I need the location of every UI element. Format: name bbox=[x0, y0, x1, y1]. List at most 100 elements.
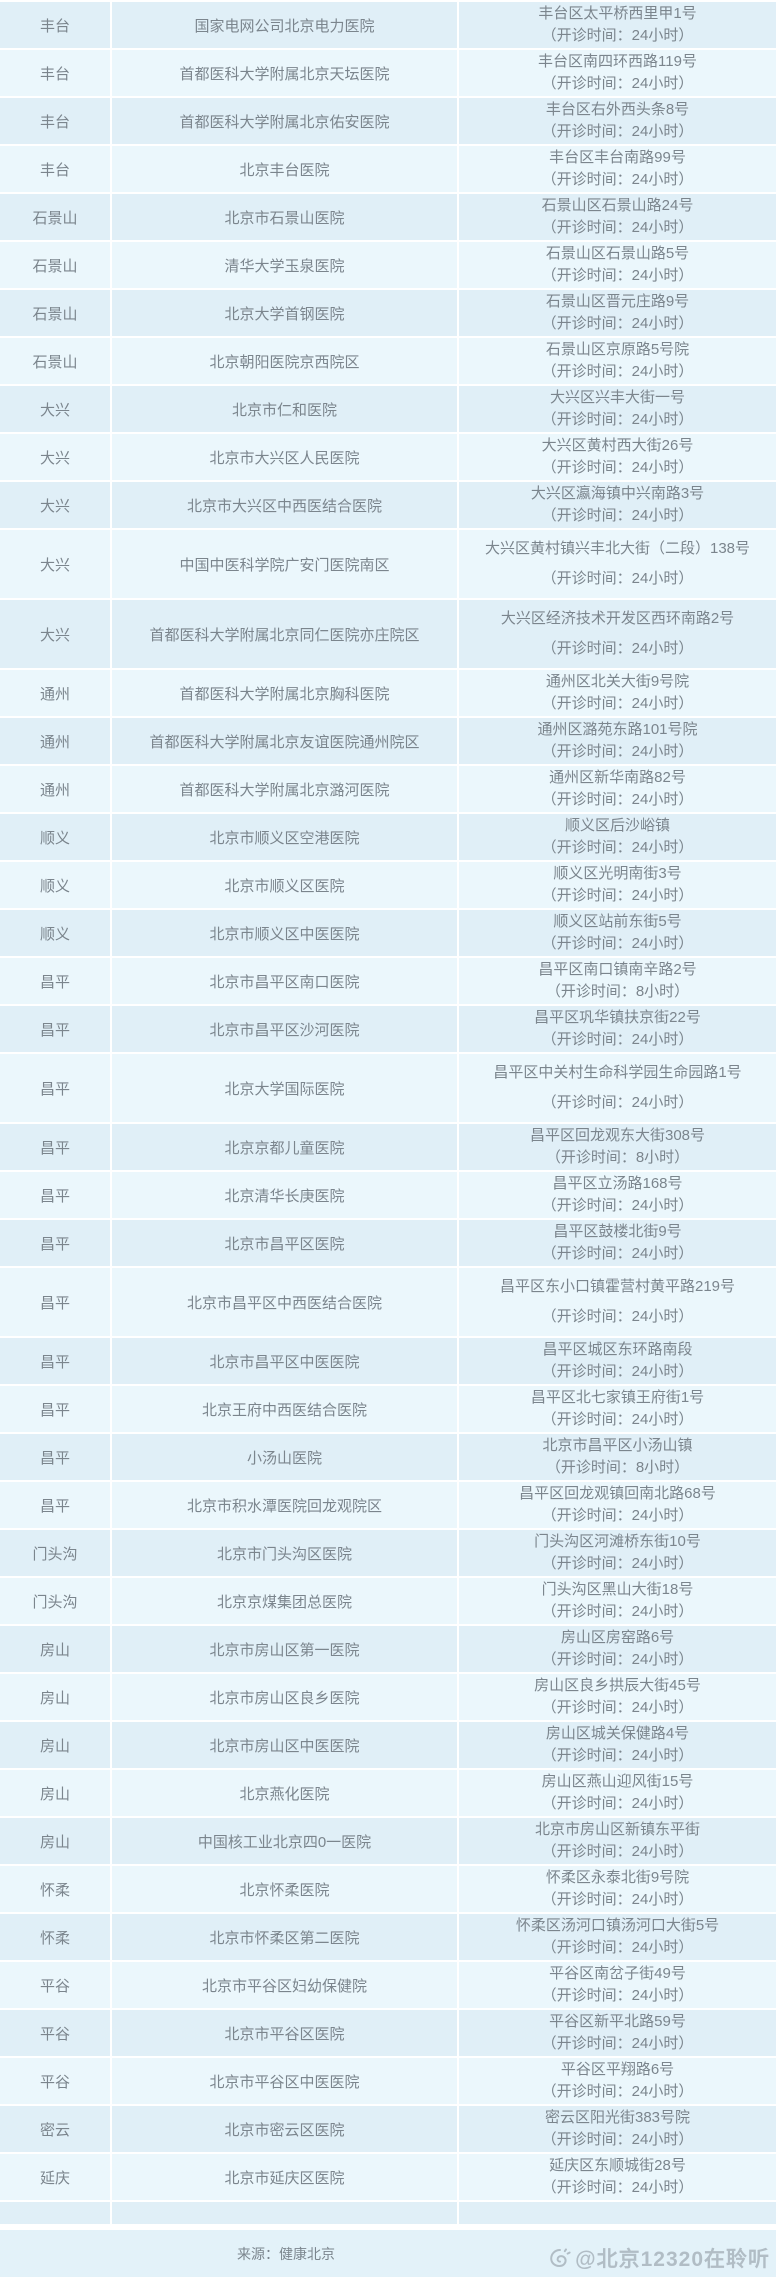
address-cell: 昌平区东小口镇霍营村黄平路219号 （开诊时间：24小时） bbox=[459, 1268, 776, 1336]
district-cell: 昌平 bbox=[0, 1268, 110, 1336]
address-cell: 大兴区黄村西大街26号 （开诊时间：24小时） bbox=[459, 434, 776, 480]
hospital-cell: 北京市平谷区中医医院 bbox=[112, 2058, 457, 2104]
hospital-cell: 北京市昌平区中医医院 bbox=[112, 1338, 457, 1384]
table-row: 丰台 首都医科大学附属北京天坛医院 丰台区南四环西路119号 （开诊时间：24小… bbox=[0, 50, 776, 96]
table-row: 密云 北京市密云区医院 密云区阳光街383号院 （开诊时间：24小时） bbox=[0, 2106, 776, 2152]
address-cell: 丰台区右外西头条8号 （开诊时间：24小时） bbox=[459, 98, 776, 144]
hospital-cell bbox=[112, 2202, 457, 2224]
address-cell: 北京市昌平区小汤山镇 （开诊时间：8小时） bbox=[459, 1434, 776, 1480]
hours-line: （开诊时间：24小时） bbox=[541, 1891, 694, 1908]
hospital-cell: 首都医科大学附属北京潞河医院 bbox=[112, 766, 457, 812]
district-cell: 昌平 bbox=[0, 1338, 110, 1384]
address-line: 房山区城关保健路4号 bbox=[545, 1725, 690, 1742]
address-cell: 昌平区北七家镇王府街1号 （开诊时间：24小时） bbox=[459, 1386, 776, 1432]
hours-line: （开诊时间：24小时） bbox=[541, 411, 694, 428]
table-row: 怀柔 北京市怀柔区第二医院 怀柔区汤河口镇汤河口大街5号 （开诊时间：24小时） bbox=[0, 1914, 776, 1960]
district-cell: 顺义 bbox=[0, 862, 110, 908]
table-row: 大兴 北京市大兴区人民医院 大兴区黄村西大街26号 （开诊时间：24小时） bbox=[0, 434, 776, 480]
hospital-cell: 北京市昌平区南口医院 bbox=[112, 958, 457, 1004]
table-row: 石景山 北京市石景山医院 石景山区石景山路24号 （开诊时间：24小时） bbox=[0, 194, 776, 240]
address-cell: 昌平区巩华镇扶京街22号 （开诊时间：24小时） bbox=[459, 1006, 776, 1052]
district-cell: 延庆 bbox=[0, 2154, 110, 2200]
address-line: 昌平区城区东环路南段 bbox=[542, 1341, 693, 1358]
address-line: 平谷区南岔子街49号 bbox=[549, 1965, 686, 1982]
hospital-cell: 中国中医科学院广安门医院南区 bbox=[112, 530, 457, 598]
hospital-cell: 北京京都儿童医院 bbox=[112, 1124, 457, 1170]
table-row: 通州 首都医科大学附属北京友谊医院通州院区 通州区潞苑东路101号院 （开诊时间… bbox=[0, 718, 776, 764]
hours-line: （开诊时间：24小时） bbox=[541, 1507, 694, 1524]
hospital-cell: 国家电网公司北京电力医院 bbox=[112, 2, 457, 48]
address-line: 门头沟区河滩桥东街10号 bbox=[534, 1533, 701, 1550]
address-cell: 大兴区瀛海镇中兴南路3号 （开诊时间：24小时） bbox=[459, 482, 776, 528]
table-row: 昌平 北京京都儿童医院 昌平区回龙观东大街308号 （开诊时间：8小时） bbox=[0, 1124, 776, 1170]
address-line: 通州区潞苑东路101号院 bbox=[537, 721, 698, 738]
district-cell: 房山 bbox=[0, 1626, 110, 1672]
district-cell: 密云 bbox=[0, 2106, 110, 2152]
hospital-cell: 清华大学玉泉医院 bbox=[112, 242, 457, 288]
district-cell: 昌平 bbox=[0, 1006, 110, 1052]
address-cell: 通州区新华南路82号 （开诊时间：24小时） bbox=[459, 766, 776, 812]
address-cell: 顺义区光明南街3号 （开诊时间：24小时） bbox=[459, 862, 776, 908]
district-cell: 昌平 bbox=[0, 958, 110, 1004]
district-cell: 房山 bbox=[0, 1770, 110, 1816]
table-row: 丰台 首都医科大学附属北京佑安医院 丰台区右外西头条8号 （开诊时间：24小时） bbox=[0, 98, 776, 144]
district-cell: 丰台 bbox=[0, 98, 110, 144]
hospital-cell: 北京王府中西医结合医院 bbox=[112, 1386, 457, 1432]
address-cell: 昌平区回龙观镇回南北路68号 （开诊时间：24小时） bbox=[459, 1482, 776, 1528]
hospital-cell: 北京怀柔医院 bbox=[112, 1866, 457, 1912]
table-row: 通州 首都医科大学附属北京潞河医院 通州区新华南路82号 （开诊时间：24小时） bbox=[0, 766, 776, 812]
hours-line: （开诊时间：24小时） bbox=[541, 1411, 694, 1428]
hospital-cell: 北京市顺义区空港医院 bbox=[112, 814, 457, 860]
table-row: 房山 北京市房山区中医医院 房山区城关保健路4号 （开诊时间：24小时） bbox=[0, 1722, 776, 1768]
address-cell: 丰台区太平桥西里甲1号 （开诊时间：24小时） bbox=[459, 2, 776, 48]
address-line: 北京市房山区新镇东平街 bbox=[534, 1821, 700, 1838]
hours-line: （开诊时间：24小时） bbox=[541, 569, 694, 587]
address-cell: 房山区良乡拱辰大街45号 （开诊时间：24小时） bbox=[459, 1674, 776, 1720]
hours-line: （开诊时间：24小时） bbox=[541, 839, 694, 856]
district-cell: 大兴 bbox=[0, 530, 110, 598]
hours-line: （开诊时间：24小时） bbox=[541, 1245, 694, 1262]
address-line: 房山区良乡拱辰大街45号 bbox=[534, 1677, 701, 1694]
hours-line: （开诊时间：24小时） bbox=[541, 75, 694, 92]
hours-line: （开诊时间：24小时） bbox=[541, 639, 694, 657]
hours-line: （开诊时间：24小时） bbox=[541, 1031, 694, 1048]
hours-line: （开诊时间：24小时） bbox=[541, 935, 694, 952]
address-cell: 房山区燕山迎风街15号 （开诊时间：24小时） bbox=[459, 1770, 776, 1816]
address-line: 大兴区黄村镇兴丰北大街（二段）138号 bbox=[484, 540, 751, 558]
table-row: 顺义 北京市顺义区医院 顺义区光明南街3号 （开诊时间：24小时） bbox=[0, 862, 776, 908]
hours-line: （开诊时间：24小时） bbox=[541, 743, 694, 760]
address-cell: 怀柔区汤河口镇汤河口大街5号 （开诊时间：24小时） bbox=[459, 1914, 776, 1960]
district-cell: 平谷 bbox=[0, 2010, 110, 2056]
address-cell: 平谷区平翔路6号 （开诊时间：24小时） bbox=[459, 2058, 776, 2104]
table-row: 昌平 北京市积水潭医院回龙观院区 昌平区回龙观镇回南北路68号 （开诊时间：24… bbox=[0, 1482, 776, 1528]
district-cell: 昌平 bbox=[0, 1124, 110, 1170]
table-row: 石景山 北京大学首钢医院 石景山区晋元庄路9号 （开诊时间：24小时） bbox=[0, 290, 776, 336]
address-line: 丰台区丰台南路99号 bbox=[549, 149, 686, 166]
address-cell: 门头沟区河滩桥东街10号 （开诊时间：24小时） bbox=[459, 1530, 776, 1576]
address-cell: 昌平区回龙观东大街308号 （开诊时间：8小时） bbox=[459, 1124, 776, 1170]
address-line: 房山区房窑路6号 bbox=[560, 1629, 675, 1646]
address-line: 石景山区石景山路24号 bbox=[541, 197, 694, 214]
table-row: 通州 首都医科大学附属北京胸科医院 通州区北关大街9号院 （开诊时间：24小时） bbox=[0, 670, 776, 716]
address-line: 昌平区北七家镇王府街1号 bbox=[530, 1389, 705, 1406]
table-row: 平谷 北京市平谷区中医医院 平谷区平翔路6号 （开诊时间：24小时） bbox=[0, 2058, 776, 2104]
address-line: 昌平区鼓楼北街9号 bbox=[553, 1223, 682, 1240]
address-line: 大兴区经济技术开发区西环南路2号 bbox=[500, 610, 735, 628]
hospital-cell: 北京市延庆区医院 bbox=[112, 2154, 457, 2200]
hospital-cell: 北京市密云区医院 bbox=[112, 2106, 457, 2152]
address-line: 昌平区东小口镇霍营村黄平路219号 bbox=[499, 1278, 736, 1296]
address-cell: 顺义区站前东街5号 （开诊时间：24小时） bbox=[459, 910, 776, 956]
hospital-cell: 中国核工业北京四0一医院 bbox=[112, 1818, 457, 1864]
watermark-text: @北京12320在聆听 bbox=[575, 2248, 770, 2271]
table-row: 丰台 北京丰台医院 丰台区丰台南路99号 （开诊时间：24小时） bbox=[0, 146, 776, 192]
district-cell: 大兴 bbox=[0, 482, 110, 528]
district-cell: 石景山 bbox=[0, 338, 110, 384]
address-line: 丰台区太平桥西里甲1号 bbox=[538, 5, 697, 22]
hours-line: （开诊时间：24小时） bbox=[541, 1987, 694, 2004]
hours-line: （开诊时间：24小时） bbox=[541, 791, 694, 808]
district-cell: 大兴 bbox=[0, 434, 110, 480]
hospital-cell: 北京市积水潭医院回龙观院区 bbox=[112, 1482, 457, 1528]
table-row bbox=[0, 2202, 776, 2224]
hospital-cell: 北京市房山区第一医院 bbox=[112, 1626, 457, 1672]
table-row: 房山 北京市房山区第一医院 房山区房窑路6号 （开诊时间：24小时） bbox=[0, 1626, 776, 1672]
